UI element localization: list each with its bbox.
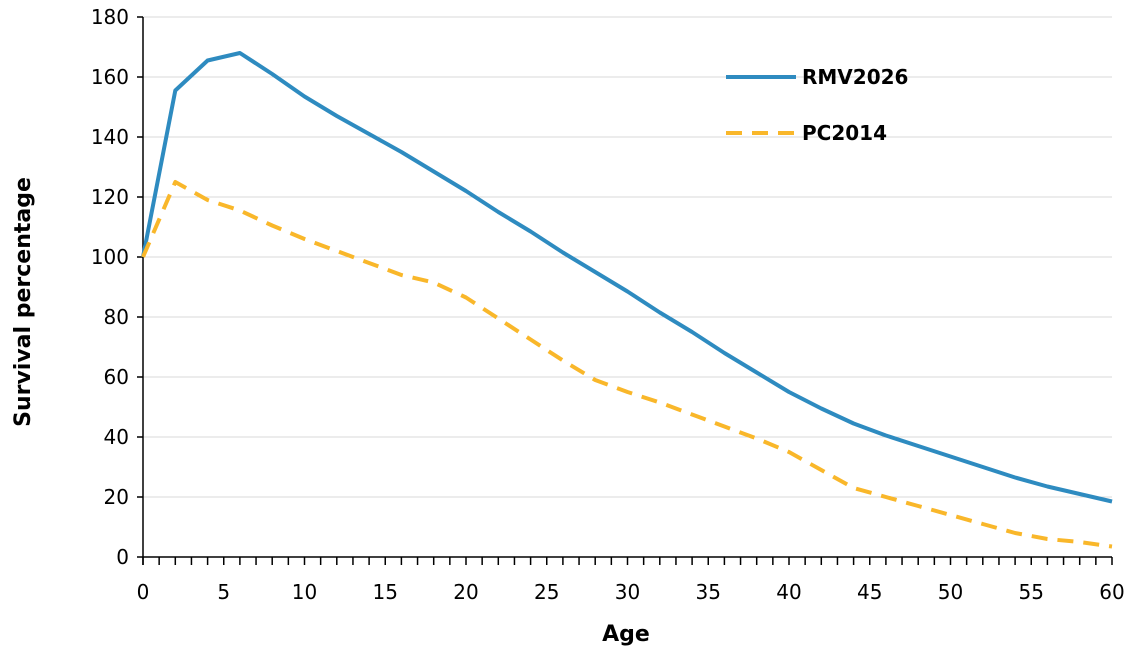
- x-tick-label: 0: [137, 580, 150, 604]
- x-tick-label: 5: [217, 580, 230, 604]
- x-tick-label: 60: [1099, 580, 1124, 604]
- legend-label-pc2014: PC2014: [802, 121, 887, 145]
- y-tick-label: 60: [104, 365, 129, 389]
- y-tick-label: 120: [91, 185, 129, 209]
- x-tick-label: 40: [776, 580, 801, 604]
- y-tick-label: 160: [91, 65, 129, 89]
- y-tick-label: 40: [104, 425, 129, 449]
- y-tick-label: 80: [104, 305, 129, 329]
- y-tick-label: 0: [116, 545, 129, 569]
- x-tick-label: 20: [453, 580, 478, 604]
- y-tick-label: 20: [104, 485, 129, 509]
- x-tick-label: 50: [938, 580, 963, 604]
- x-tick-label: 25: [534, 580, 559, 604]
- x-tick-label: 45: [857, 580, 882, 604]
- legend-label-rmv2026: RMV2026: [802, 65, 908, 89]
- x-axis-title: Age: [602, 622, 650, 647]
- legend: RMV2026 PC2014: [726, 65, 908, 145]
- axes: 0 20 40 60 80 100 120 140 160 180 0 5 10 15 20 25 30 35 40…: [91, 5, 1125, 604]
- y-axis-title: Survival percentage: [11, 177, 36, 427]
- x-tick-label: 30: [615, 580, 640, 604]
- x-tick-label: 15: [373, 580, 398, 604]
- series-line-rmv2026: [141, 51, 1113, 504]
- y-tick-label: 100: [91, 245, 129, 269]
- y-tick-label: 140: [91, 125, 129, 149]
- gridlines: [143, 16, 1112, 498]
- x-tick-label: 55: [1019, 580, 1044, 604]
- data-series: [141, 51, 1113, 549]
- x-tick-label: 10: [292, 580, 317, 604]
- y-tick-label: 180: [91, 5, 129, 29]
- x-tick-label: 35: [696, 580, 721, 604]
- series-line-pc2014: [141, 180, 1113, 549]
